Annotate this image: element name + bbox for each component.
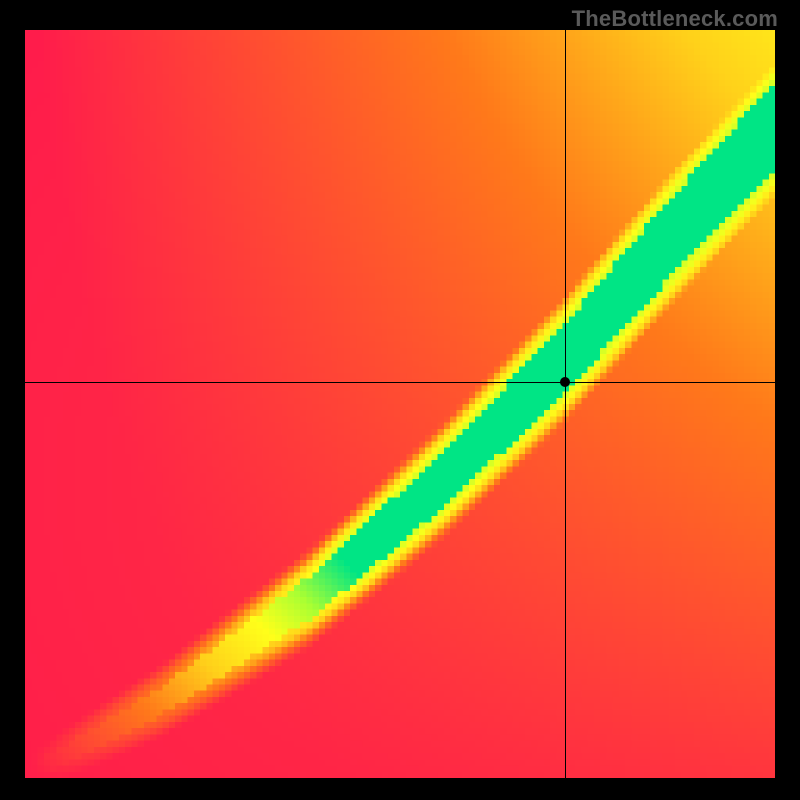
watermark-text: TheBottleneck.com (572, 6, 778, 32)
heatmap-canvas (25, 30, 775, 778)
crosshair-marker-dot (560, 377, 570, 387)
crosshair-vertical (565, 30, 566, 778)
heatmap-plot-area (25, 30, 775, 778)
crosshair-horizontal (25, 382, 775, 383)
